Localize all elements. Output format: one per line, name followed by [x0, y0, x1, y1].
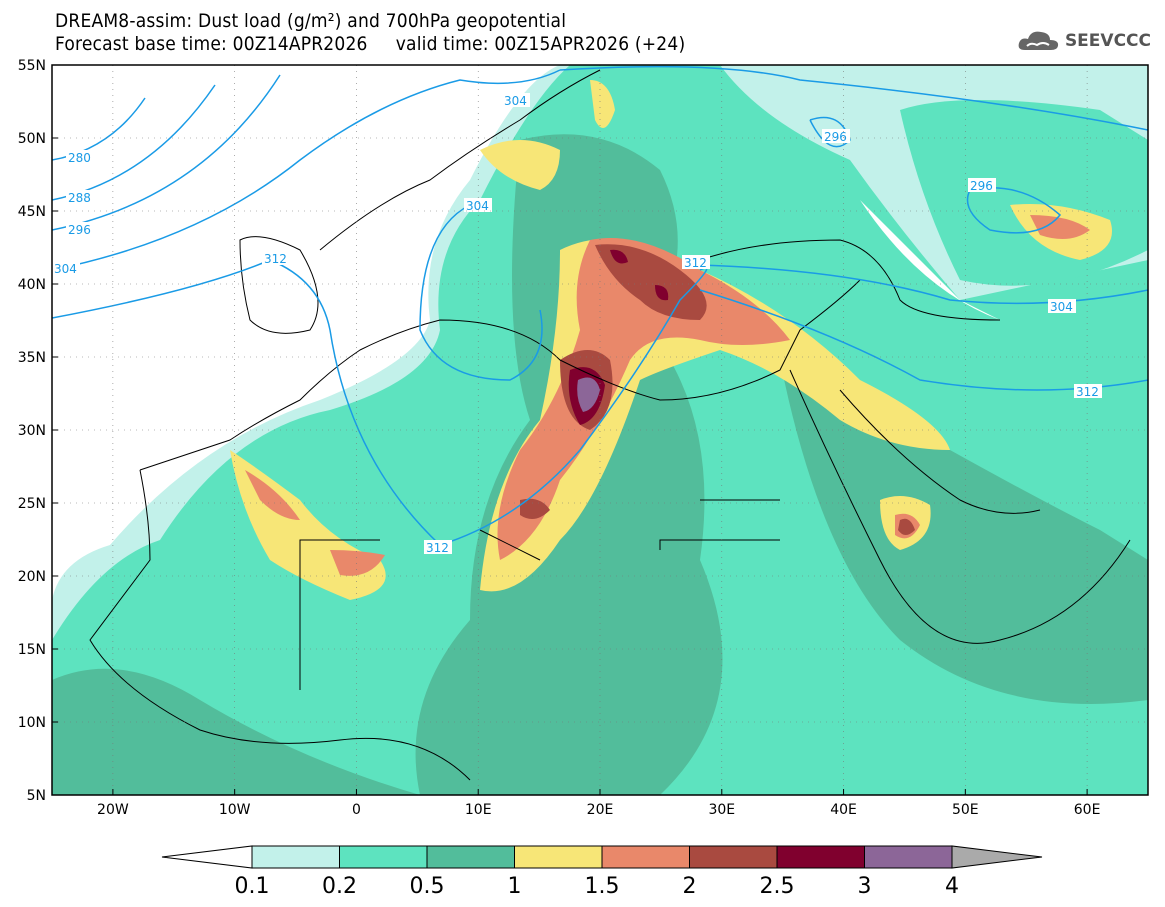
lon-label: 60E	[1074, 802, 1101, 818]
lat-label: 45N	[18, 204, 46, 220]
lon-label: 20E	[587, 802, 614, 818]
contour-label: 312	[684, 256, 707, 270]
longitude-labels: 20W 10W 0 10E 20E 30E 40E 50E 60E	[97, 802, 1100, 818]
lat-label: 40N	[18, 277, 46, 293]
colorbar-swatch	[776, 845, 865, 869]
lat-label: 55N	[18, 58, 46, 74]
colorbar-label: 1.5	[585, 874, 620, 899]
contour-label: 296	[970, 179, 993, 193]
colorbar-label: 2	[683, 874, 697, 899]
contour-label: 312	[426, 541, 449, 555]
colorbar-swatch	[426, 845, 515, 869]
lat-label: 25N	[18, 496, 46, 512]
forecast-times: Forecast base time: 00Z14APR2026 valid t…	[55, 33, 686, 55]
lon-label: 30E	[708, 802, 735, 818]
coastlines	[89, 69, 1131, 781]
lat-label: 35N	[18, 350, 46, 366]
colorbar-swatch	[601, 845, 690, 869]
lon-label: 10E	[465, 802, 492, 818]
lat-label: 30N	[18, 423, 46, 439]
contour-label: 288	[68, 191, 91, 205]
colorbar: 0.1 0.2 0.5 1 1.5 2 2.5 3 4	[161, 845, 1043, 899]
lat-label: 20N	[18, 569, 46, 585]
colorbar-swatch	[514, 845, 603, 869]
contour-label: 304	[1050, 300, 1073, 314]
colorbar-swatch	[251, 845, 340, 869]
contour-label: 312	[1076, 385, 1099, 399]
colorbar-label: 0.1	[235, 874, 270, 899]
lat-label: 5N	[27, 788, 46, 804]
colorbar-min-triangle	[161, 845, 253, 869]
colorbar-swatch	[339, 845, 428, 869]
contour-label: 312	[264, 252, 287, 266]
colorbar-swatch	[689, 845, 778, 869]
geopotential-contours	[52, 65, 1148, 546]
contour-label: 296	[824, 130, 847, 144]
colorbar-label: 0.5	[410, 874, 445, 899]
contour-label: 304	[466, 199, 489, 213]
colorbar-swatch	[864, 845, 953, 869]
colorbar-label: 2.5	[760, 874, 795, 899]
contour-label: 304	[504, 94, 527, 108]
colorbar-label: 0.2	[322, 874, 357, 899]
colorbar-max-triangle	[951, 845, 1043, 869]
lat-label: 15N	[18, 642, 46, 658]
logo-text: SEEVCCC	[1064, 31, 1151, 51]
dust-field	[52, 65, 1148, 795]
lat-label: 10N	[18, 715, 46, 731]
lat-label: 50N	[18, 131, 46, 147]
lon-label: 0	[352, 802, 361, 818]
latitude-labels: 55N 50N 45N 40N 35N 30N 25N 20N 15N 10N 5N	[18, 58, 46, 804]
axis-ticks	[52, 64, 1088, 796]
figure-title: DREAM8-assim: Dust load (g/m²) and 700hP…	[55, 10, 567, 32]
seevccc-logo: SEEVCCC	[1017, 28, 1151, 54]
lon-label: 20W	[97, 802, 129, 818]
colorbar-label: 4	[945, 874, 959, 899]
contour-label: 296	[68, 223, 91, 237]
cloud-icon	[1018, 31, 1059, 50]
lon-label: 40E	[830, 802, 857, 818]
colorbar-label: 3	[858, 874, 872, 899]
lon-label: 50E	[952, 802, 979, 818]
lon-label: 10W	[219, 802, 251, 818]
contour-label: 304	[54, 262, 77, 276]
contour-label: 280	[68, 151, 91, 165]
colorbar-label: 1	[508, 874, 522, 899]
contour-labels: 280 288 296 304 312 304 304 312 312 296 …	[52, 93, 1102, 555]
